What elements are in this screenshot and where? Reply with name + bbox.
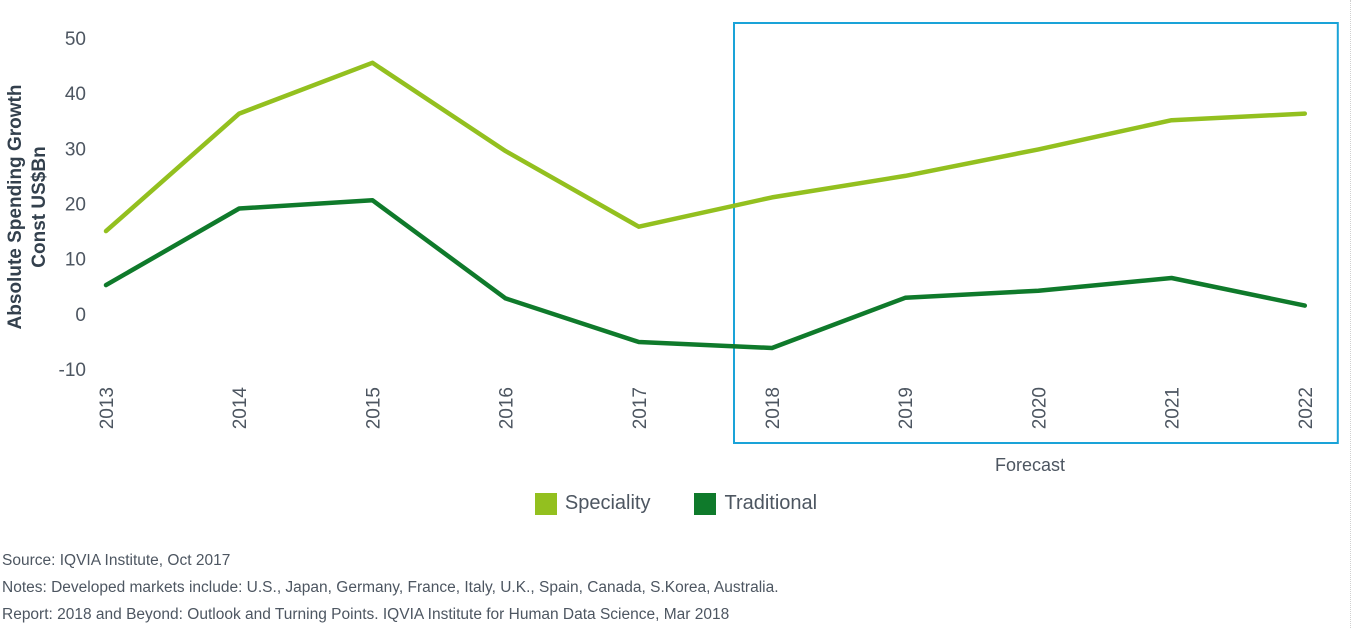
series-line-traditional xyxy=(103,197,1308,351)
x-tick-label: 2016 xyxy=(497,387,518,429)
footnotes: Source: IQVIA Institute, Oct 2017 Notes:… xyxy=(2,547,779,628)
y-tick-label: 0 xyxy=(75,305,86,326)
x-tick-label: 2017 xyxy=(630,387,651,429)
series-line-speciality xyxy=(103,60,1308,234)
x-axis-ticks: 2013 2014 2015 2016 2017 2018 2019 2020 2021 2022 xyxy=(97,387,1317,430)
legend-label-speciality: Speciality xyxy=(564,492,651,514)
markets-note: Notes: Developed markets include: U.S., … xyxy=(2,579,779,596)
x-tick-label: 2013 xyxy=(97,387,118,429)
legend-swatch-speciality xyxy=(534,492,557,515)
page-edge-divider xyxy=(1350,0,1351,628)
report-note: Report: 2018 and Beyond: Outlook and Tur… xyxy=(2,606,730,623)
x-tick-label: 2018 xyxy=(763,387,784,429)
y-axis-label-line2: Const US$Bn xyxy=(29,146,50,267)
legend-label-traditional: Traditional xyxy=(724,492,818,514)
y-axis-label: Absolute Spending Growth Const US$Bn xyxy=(5,85,50,330)
y-tick-label: 10 xyxy=(65,250,86,271)
y-tick-label: 30 xyxy=(65,139,86,160)
series-lines xyxy=(103,60,1308,351)
y-tick-label: 50 xyxy=(65,29,86,50)
forecast-region xyxy=(733,22,1339,444)
legend-swatch-traditional xyxy=(694,492,717,515)
y-axis-label-line1: Absolute Spending Growth xyxy=(5,85,26,330)
x-tick-label: 2021 xyxy=(1163,387,1184,429)
y-tick-label: 20 xyxy=(65,195,86,216)
source-note: Source: IQVIA Institute, Oct 2017 xyxy=(2,552,231,569)
forecast-label: Forecast xyxy=(995,455,1065,475)
legend-item-traditional: Traditional xyxy=(694,492,817,515)
forecast-box xyxy=(733,22,1339,444)
y-axis-ticks: 50 40 30 20 10 0 -10 xyxy=(59,29,86,381)
line-chart: Absolute Spending Growth Const US$Bn 50 4… xyxy=(5,22,1339,475)
legend: Speciality Traditional xyxy=(0,492,1352,515)
y-tick-label: 40 xyxy=(65,84,86,105)
x-tick-label: 2014 xyxy=(230,387,251,430)
x-tick-label: 2022 xyxy=(1296,387,1317,429)
x-tick-label: 2020 xyxy=(1029,387,1050,429)
legend-item-speciality: Speciality xyxy=(534,492,651,515)
x-tick-label: 2019 xyxy=(896,387,917,429)
y-tick-label: -10 xyxy=(59,360,86,381)
x-tick-label: 2015 xyxy=(363,387,384,429)
